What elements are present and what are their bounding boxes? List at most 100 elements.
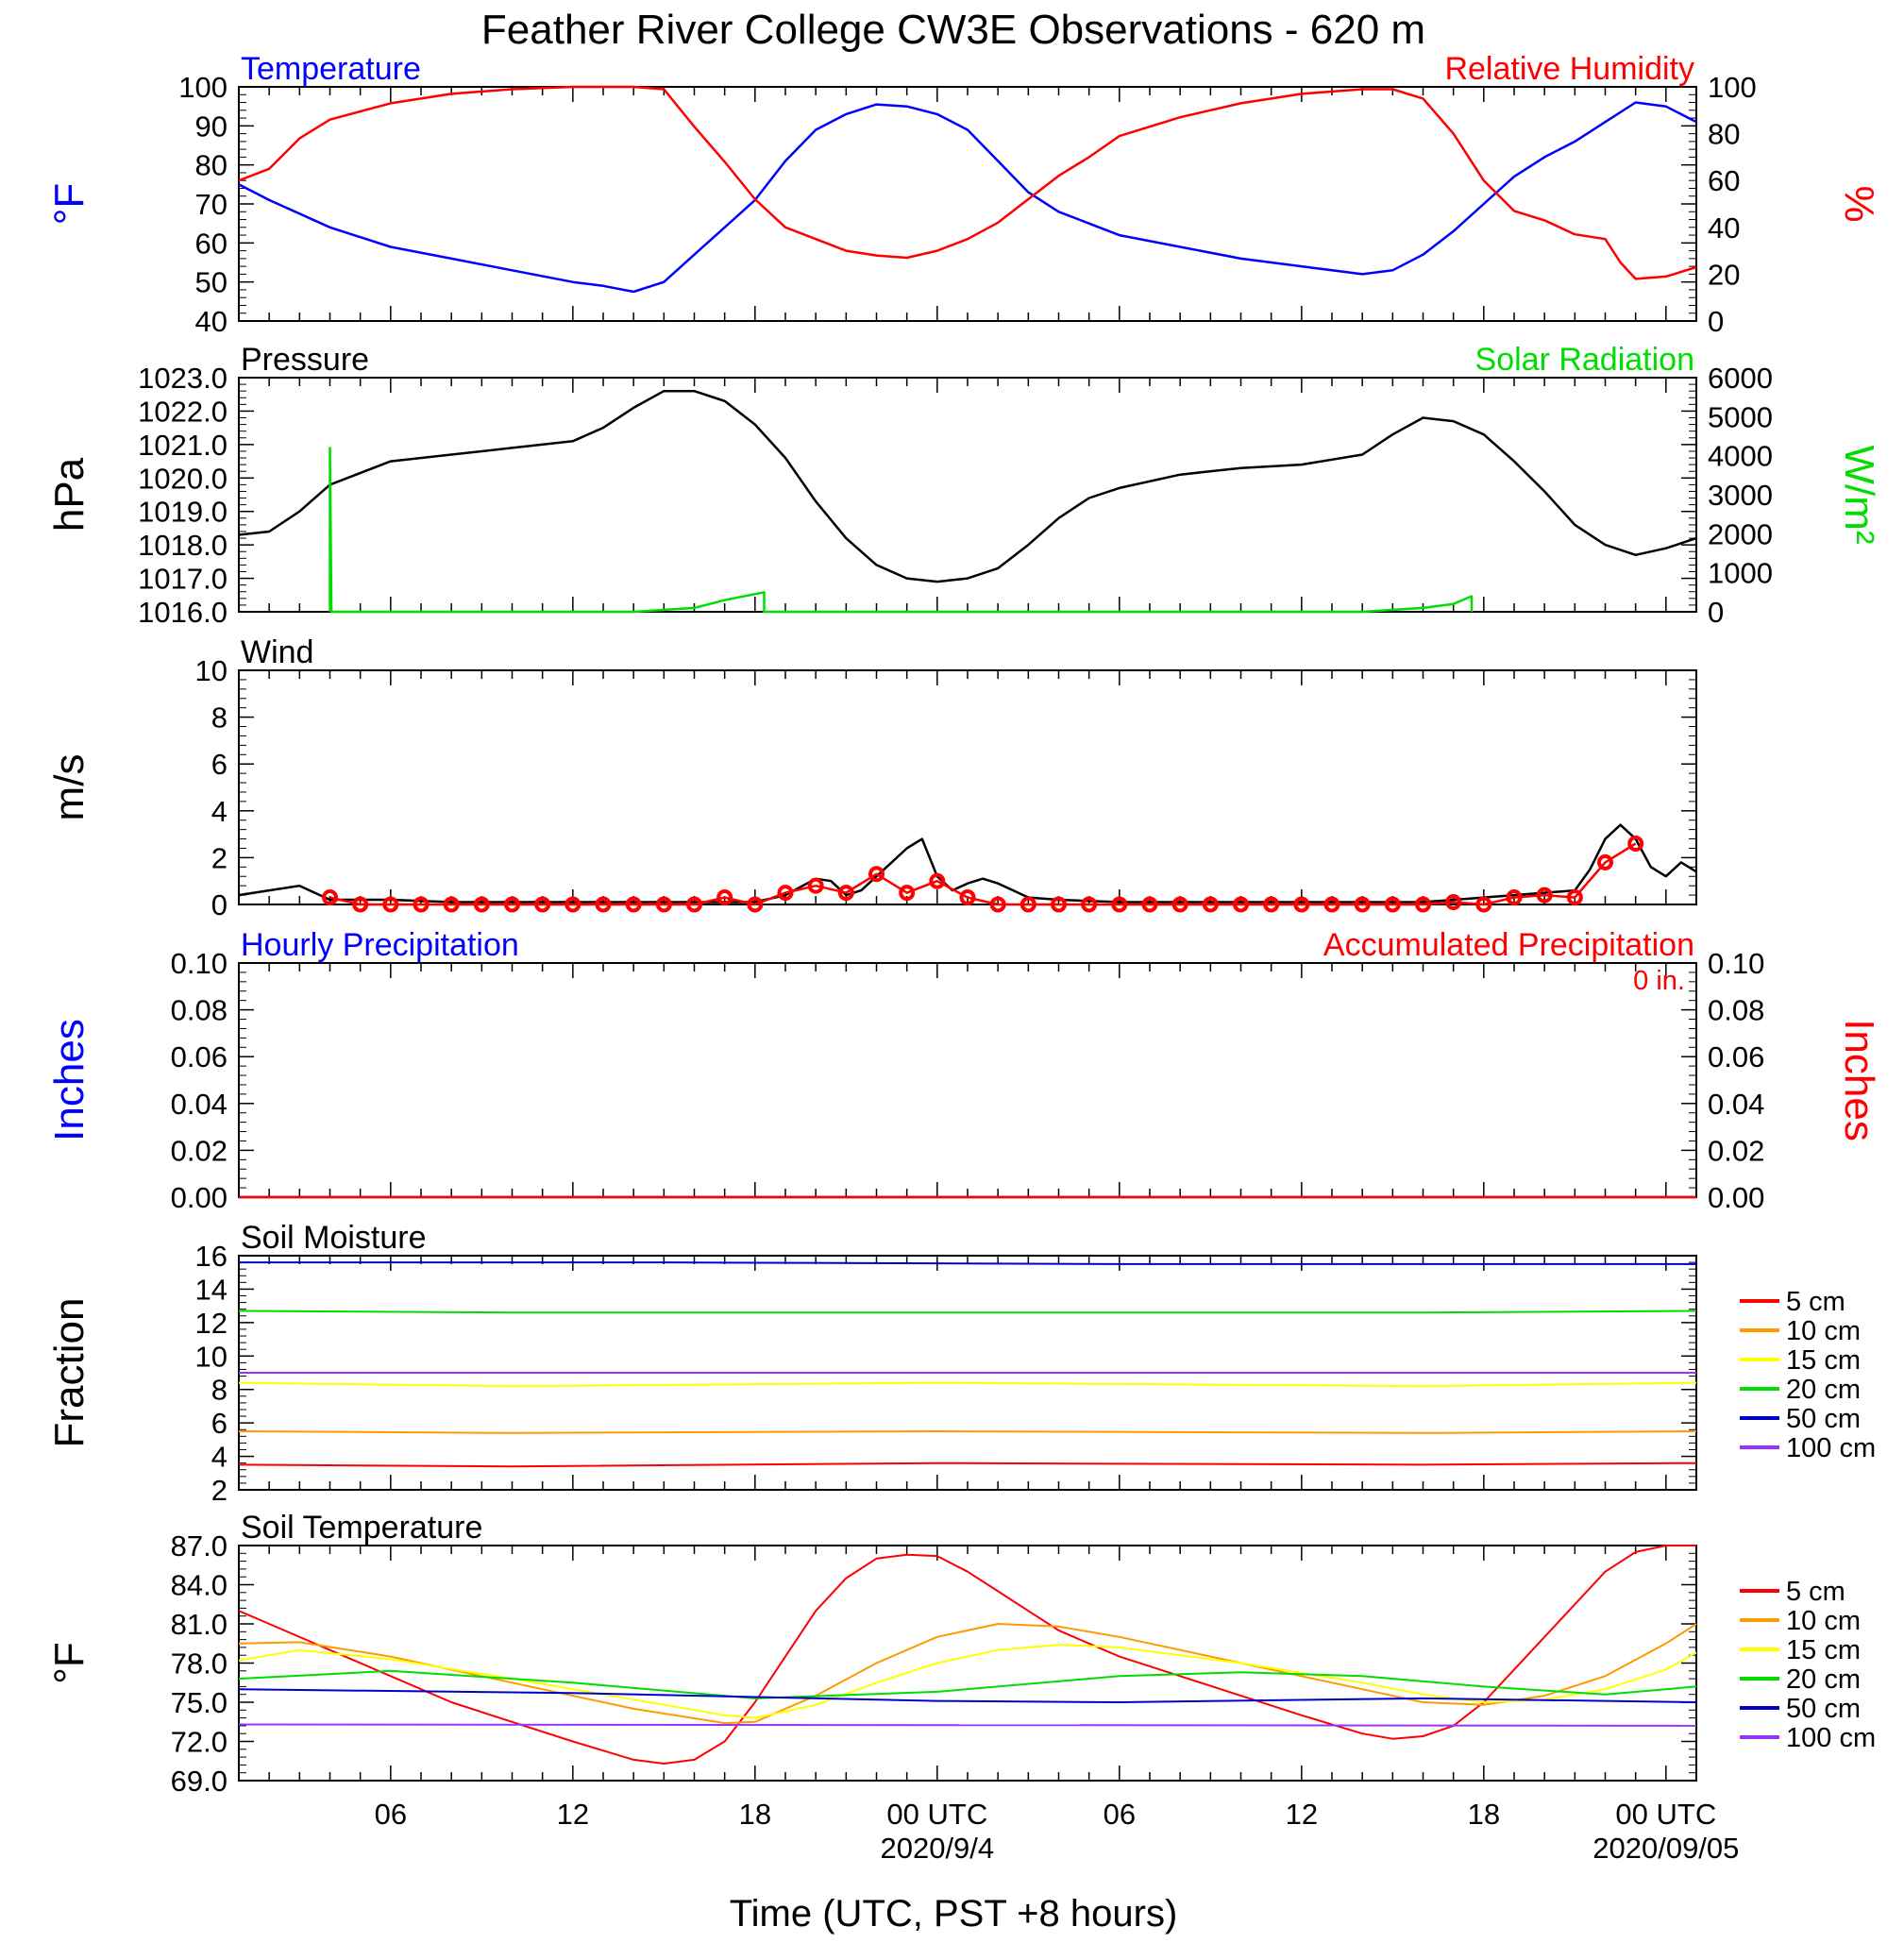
- y-tick-label-left: 10: [195, 1340, 227, 1373]
- plot-frame: [238, 669, 1697, 905]
- wind-hourly-marker: [959, 889, 976, 906]
- wind-hourly-marker: [1627, 836, 1644, 853]
- y-tick-label-right: 60: [1708, 164, 1740, 197]
- y-tick-label-right: 0: [1708, 305, 1724, 338]
- panel-title-left: Hourly Precipitation: [241, 927, 519, 963]
- wind-hourly-marker: [989, 896, 1006, 913]
- y-tick-label-right: 0: [1708, 596, 1724, 629]
- y-tick-label-right: 0.02: [1708, 1134, 1764, 1167]
- y-tick-label-left: 0.00: [171, 1181, 227, 1214]
- y-axis-title-right: Inches: [1836, 1019, 1882, 1141]
- y-tick-label-left: 40: [195, 305, 227, 338]
- y-tick-label-left: 60: [195, 227, 227, 260]
- wind-hourly-marker: [1202, 896, 1219, 913]
- wind-hourly-marker: [1566, 889, 1583, 906]
- y-tick-label-right: 100: [1708, 71, 1757, 104]
- y-tick-label-right: 1000: [1708, 557, 1773, 590]
- y-tick-label-left: 1017.0: [138, 563, 227, 596]
- plot-frame: [238, 86, 1697, 322]
- wind-hourly-marker: [413, 896, 430, 913]
- y-tick-label-left: 12: [195, 1307, 227, 1340]
- series-line-100-cm: [238, 1723, 1697, 1727]
- y-tick-label-left: 6: [211, 1407, 227, 1440]
- wind-hourly-marker: [1415, 896, 1431, 913]
- panel-title-left: Soil Moisture: [241, 1220, 427, 1256]
- series-line-5-cm: [238, 1461, 1697, 1468]
- wind-hourly-marker: [382, 896, 399, 913]
- y-tick-label-left: 75.0: [171, 1686, 227, 1719]
- y-tick-label-left: 80: [195, 149, 227, 182]
- y-tick-label-left: 2: [211, 841, 227, 874]
- wind-hourly-marker: [1536, 887, 1553, 904]
- wind-hourly-marker: [1233, 896, 1249, 913]
- wind-hourly-marker: [1019, 896, 1036, 913]
- y-tick-label-left: 10: [195, 654, 227, 687]
- y-axis-title-left: Fraction: [46, 1298, 93, 1448]
- y-tick-label-left: 4: [211, 1441, 227, 1474]
- y-tick-label-left: 8: [211, 701, 227, 735]
- x-date-label: 2020/09/05: [1592, 1832, 1739, 1865]
- wind-hourly-marker: [747, 896, 764, 913]
- x-tick-label: 06: [1104, 1798, 1136, 1831]
- wind-hourly-marker: [625, 896, 642, 913]
- y-tick-label-left: 0: [211, 888, 227, 921]
- y-axis-title-right: %: [1836, 185, 1882, 222]
- series-line-pressure: [238, 389, 1697, 583]
- legend-label: 10 cm: [1786, 1606, 1861, 1636]
- y-tick-label-left: 90: [195, 110, 227, 143]
- plot-frame: [238, 377, 1697, 613]
- series-line-20-cm: [238, 1309, 1697, 1314]
- wind-hourly-marker: [534, 896, 551, 913]
- wind-hourly-marker: [1111, 896, 1128, 913]
- wind-hourly-marker: [564, 896, 581, 913]
- wind-hourly-marker: [1293, 896, 1310, 913]
- y-tick-label-left: 78.0: [171, 1647, 227, 1681]
- legend-label: 10 cm: [1786, 1316, 1861, 1346]
- panel-pres_solar: 1016.01017.01018.01019.01020.01021.01022…: [46, 342, 1882, 629]
- wind-hourly-marker: [868, 866, 885, 883]
- y-axis-title-left: hPa: [46, 457, 93, 532]
- legend-label: 50 cm: [1786, 1694, 1861, 1724]
- x-tick-label: 12: [1286, 1798, 1318, 1831]
- wind-hourly-marker: [322, 889, 338, 906]
- y-tick-label-left: 1019.0: [138, 496, 227, 529]
- wind-hourly-marker: [504, 896, 520, 913]
- plot-frame: [238, 1545, 1697, 1782]
- wind-hourly-marker: [1354, 896, 1371, 913]
- wind-hourly-marker: [837, 885, 854, 902]
- x-tick-label: 12: [557, 1798, 589, 1831]
- wind-hourly-marker: [352, 896, 369, 913]
- y-tick-label-left: 1016.0: [138, 596, 227, 629]
- y-tick-label-right: 4000: [1708, 440, 1773, 473]
- legend-label: 15 cm: [1786, 1635, 1861, 1665]
- series-line-10-cm: [238, 1623, 1697, 1725]
- panel-title-left: Temperature: [241, 51, 421, 87]
- x-tick-label: 18: [739, 1798, 771, 1831]
- wind-hourly-marker: [1171, 896, 1188, 913]
- y-axis-title-left: Inches: [46, 1019, 93, 1141]
- y-tick-label-left: 69.0: [171, 1765, 227, 1798]
- series-line-solar-radiation: [329, 447, 1474, 614]
- panel-title-left: Pressure: [241, 342, 369, 378]
- y-tick-label-right: 0.04: [1708, 1088, 1764, 1121]
- series-line-temperature: [238, 101, 1697, 294]
- y-tick-label-right: 2000: [1708, 517, 1773, 550]
- series-line-50-cm: [239, 1261, 1696, 1265]
- y-tick-label-left: 1020.0: [138, 462, 227, 495]
- y-axis-title-left: °F: [46, 183, 93, 225]
- y-tick-label-right: 80: [1708, 118, 1740, 151]
- y-tick-label-right: 0.08: [1708, 994, 1764, 1027]
- y-tick-label-left: 0.06: [171, 1040, 227, 1073]
- legend-label: 15 cm: [1786, 1345, 1861, 1376]
- y-tick-label-left: 0.10: [171, 947, 227, 980]
- panel-wind: 0 2 4 6 8 10 Wind m/s: [46, 634, 1697, 921]
- wind-hourly-marker: [1445, 894, 1462, 911]
- wind-hourly-marker: [899, 885, 916, 902]
- y-tick-label-left: 84.0: [171, 1569, 227, 1602]
- y-tick-label-left: 16: [195, 1240, 227, 1273]
- y-tick-label-right: 40: [1708, 211, 1740, 245]
- figure-title: Feather River College CW3E Observations …: [481, 7, 1425, 53]
- precip-total-annotation: 0 in.: [1633, 966, 1685, 996]
